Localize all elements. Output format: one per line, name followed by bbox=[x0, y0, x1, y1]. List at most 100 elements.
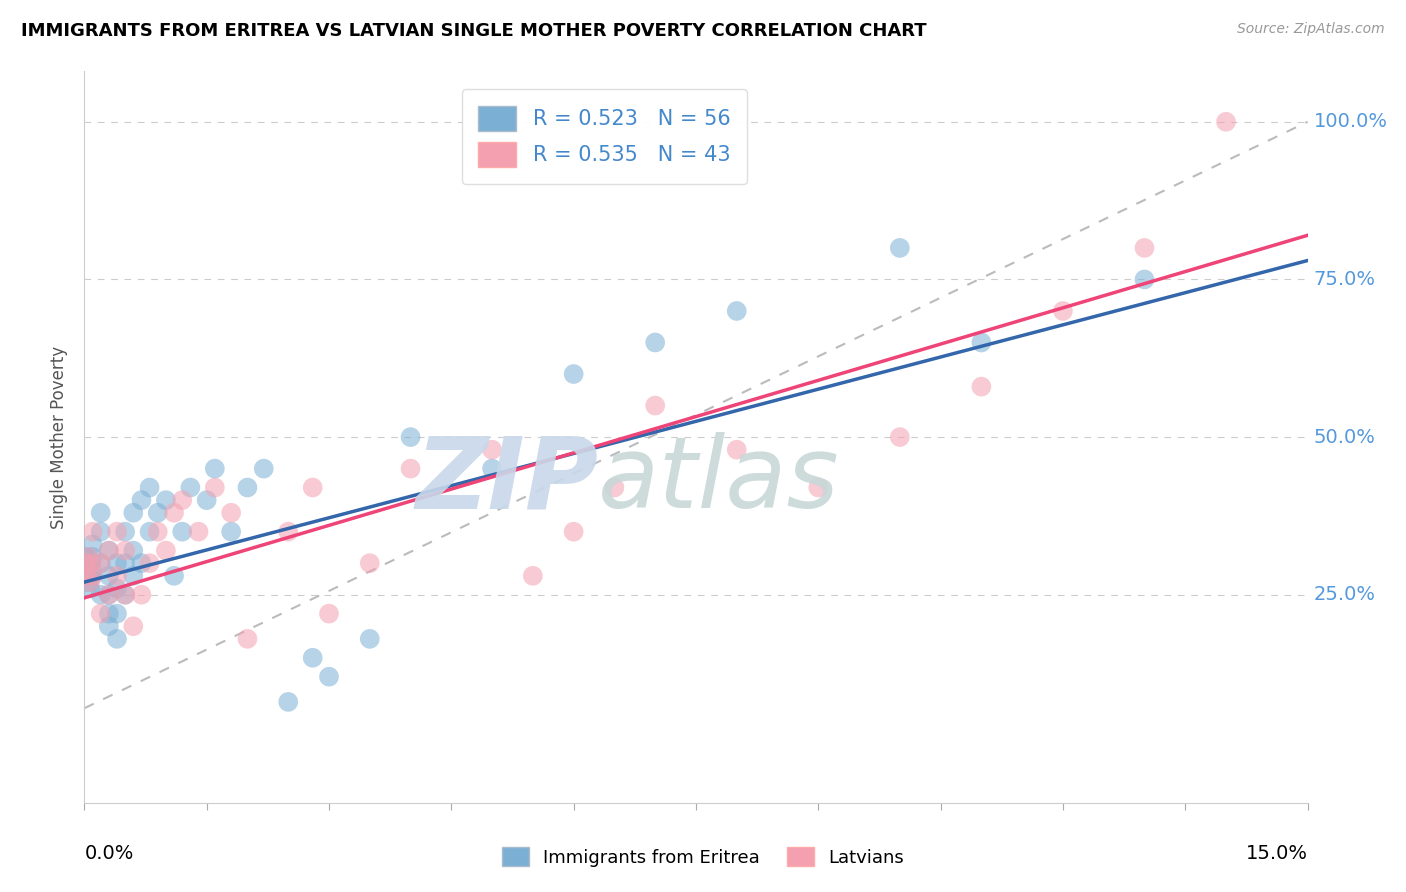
Point bbox=[76, 556, 98, 570]
Text: 50.0%: 50.0% bbox=[1313, 427, 1375, 447]
Point bbox=[114, 588, 136, 602]
Text: 0.0%: 0.0% bbox=[84, 845, 134, 863]
Point bbox=[236, 632, 259, 646]
Text: Source: ZipAtlas.com: Source: ZipAtlas.com bbox=[1237, 22, 1385, 37]
Point bbox=[97, 569, 120, 583]
Point bbox=[105, 632, 128, 646]
Point bbox=[138, 524, 160, 539]
Point bbox=[131, 493, 153, 508]
Point bbox=[155, 493, 177, 508]
Text: 25.0%: 25.0% bbox=[1313, 585, 1375, 604]
Point bbox=[889, 241, 911, 255]
Point bbox=[163, 506, 186, 520]
Point bbox=[146, 506, 169, 520]
Point bbox=[122, 543, 145, 558]
Point bbox=[399, 461, 422, 475]
Text: ZIP: ZIP bbox=[415, 433, 598, 530]
Point bbox=[79, 575, 101, 590]
Point bbox=[1052, 304, 1074, 318]
Point bbox=[77, 575, 100, 590]
Text: 75.0%: 75.0% bbox=[1313, 270, 1375, 289]
Point bbox=[195, 493, 218, 508]
Point bbox=[522, 569, 544, 583]
Point bbox=[75, 556, 97, 570]
Point bbox=[219, 506, 242, 520]
Point bbox=[105, 524, 128, 539]
Point bbox=[204, 461, 226, 475]
Legend: Immigrants from Eritrea, Latvians: Immigrants from Eritrea, Latvians bbox=[495, 840, 911, 874]
Point bbox=[155, 543, 177, 558]
Point bbox=[105, 556, 128, 570]
Point bbox=[122, 506, 145, 520]
Point bbox=[90, 556, 112, 570]
Point bbox=[97, 607, 120, 621]
Point bbox=[359, 556, 381, 570]
Point bbox=[80, 556, 103, 570]
Point bbox=[114, 524, 136, 539]
Point bbox=[603, 481, 626, 495]
Point bbox=[807, 481, 830, 495]
Point bbox=[77, 549, 100, 564]
Point bbox=[138, 556, 160, 570]
Point bbox=[277, 524, 299, 539]
Point bbox=[75, 549, 97, 564]
Point bbox=[82, 549, 104, 564]
Point bbox=[163, 569, 186, 583]
Point bbox=[1133, 272, 1156, 286]
Point bbox=[725, 442, 748, 457]
Point bbox=[236, 481, 259, 495]
Point bbox=[399, 430, 422, 444]
Point bbox=[359, 632, 381, 646]
Point bbox=[80, 562, 103, 576]
Point bbox=[97, 588, 120, 602]
Point bbox=[301, 481, 323, 495]
Point bbox=[131, 588, 153, 602]
Point bbox=[172, 493, 194, 508]
Point bbox=[82, 537, 104, 551]
Point bbox=[562, 524, 585, 539]
Point bbox=[90, 607, 112, 621]
Point bbox=[318, 670, 340, 684]
Point bbox=[146, 524, 169, 539]
Point bbox=[90, 556, 112, 570]
Point bbox=[122, 619, 145, 633]
Point bbox=[105, 569, 128, 583]
Point bbox=[481, 442, 503, 457]
Text: IMMIGRANTS FROM ERITREA VS LATVIAN SINGLE MOTHER POVERTY CORRELATION CHART: IMMIGRANTS FROM ERITREA VS LATVIAN SINGL… bbox=[21, 22, 927, 40]
Point bbox=[97, 543, 120, 558]
Point bbox=[105, 607, 128, 621]
Point bbox=[131, 556, 153, 570]
Point bbox=[90, 506, 112, 520]
Y-axis label: Single Mother Poverty: Single Mother Poverty bbox=[51, 345, 69, 529]
Point bbox=[644, 335, 666, 350]
Point bbox=[970, 335, 993, 350]
Point bbox=[253, 461, 276, 475]
Point bbox=[97, 619, 120, 633]
Point bbox=[80, 556, 103, 570]
Point bbox=[82, 569, 104, 583]
Point bbox=[644, 399, 666, 413]
Text: 100.0%: 100.0% bbox=[1313, 112, 1388, 131]
Point bbox=[114, 556, 136, 570]
Point bbox=[889, 430, 911, 444]
Point bbox=[97, 588, 120, 602]
Point bbox=[77, 569, 100, 583]
Point bbox=[76, 569, 98, 583]
Point bbox=[1215, 115, 1237, 129]
Point bbox=[725, 304, 748, 318]
Point bbox=[970, 379, 993, 393]
Point bbox=[122, 569, 145, 583]
Point bbox=[105, 582, 128, 596]
Point bbox=[301, 650, 323, 665]
Point bbox=[187, 524, 209, 539]
Text: 15.0%: 15.0% bbox=[1246, 845, 1308, 863]
Point bbox=[82, 569, 104, 583]
Point bbox=[1133, 241, 1156, 255]
Text: atlas: atlas bbox=[598, 433, 839, 530]
Point bbox=[82, 524, 104, 539]
Point bbox=[76, 562, 98, 576]
Point bbox=[138, 481, 160, 495]
Point bbox=[204, 481, 226, 495]
Point bbox=[562, 367, 585, 381]
Point bbox=[97, 543, 120, 558]
